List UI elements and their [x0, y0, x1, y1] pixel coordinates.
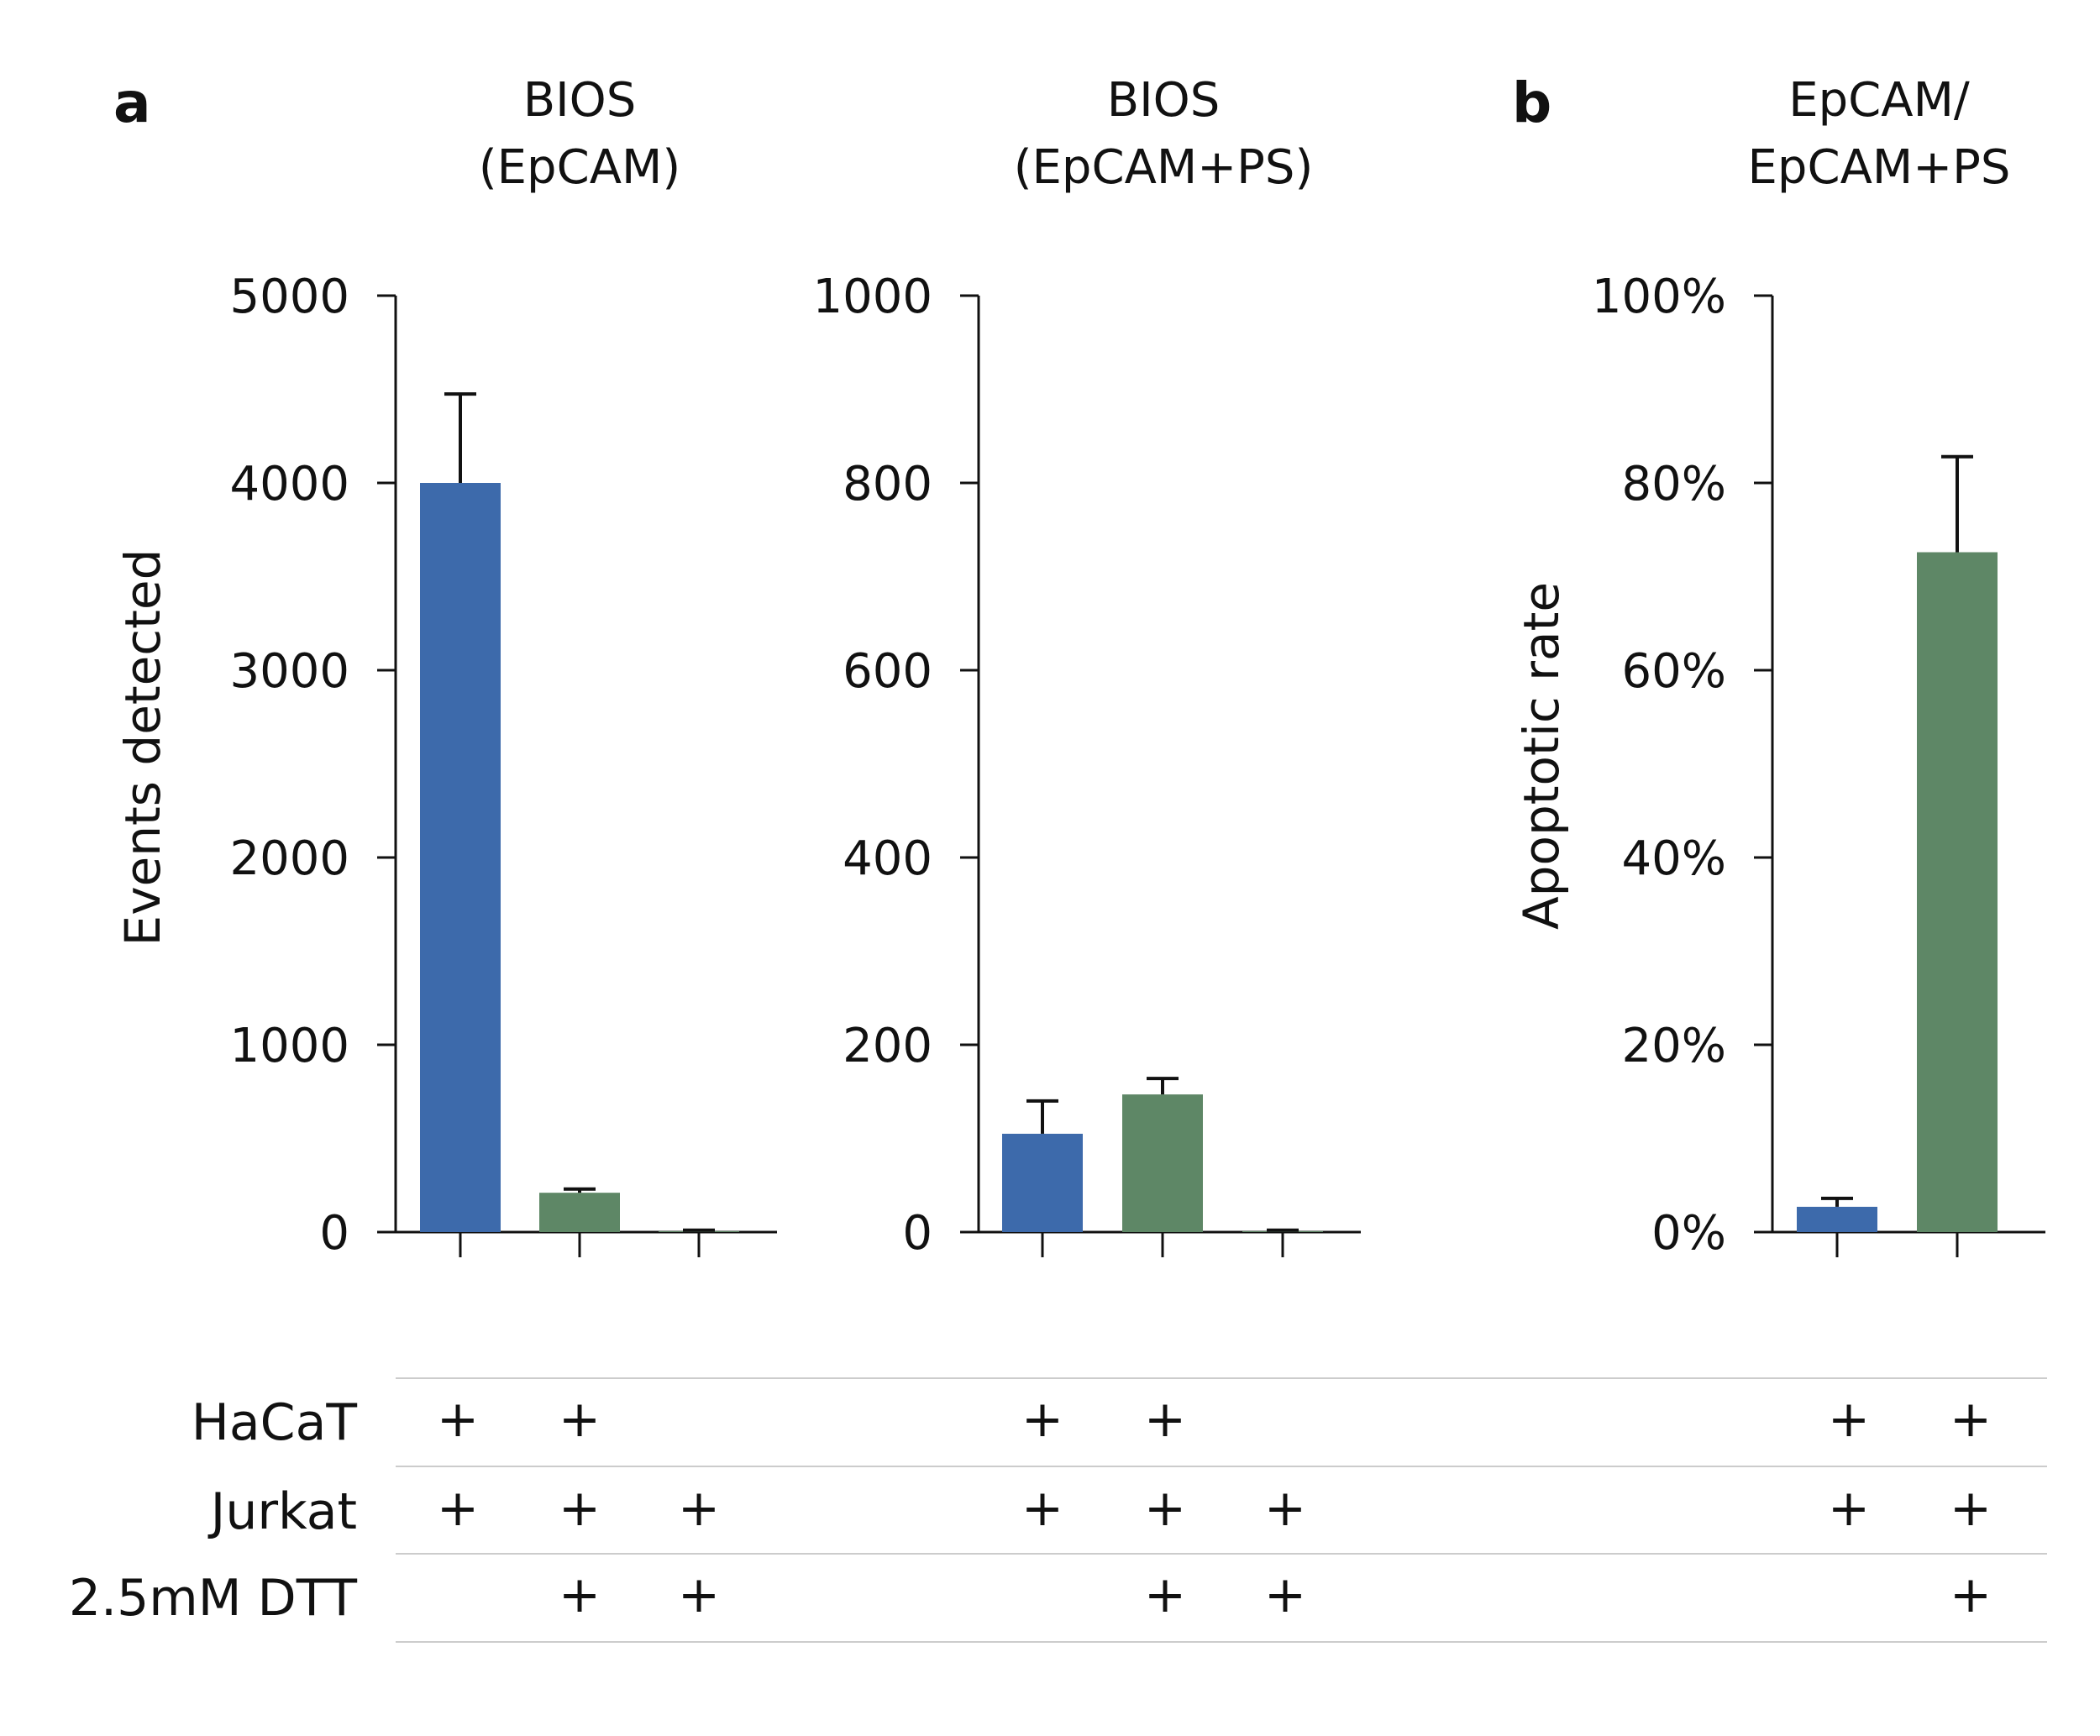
condition-plus: +: [1264, 1479, 1306, 1538]
y-tick-label: 20%: [1622, 1019, 1726, 1073]
condition-plus: +: [1021, 1390, 1063, 1449]
condition-table: HaCaT Jurkat 2.5mM DTT + + + + + + + + + + + + + + + + + + +: [69, 1377, 2047, 1643]
condition-plus: +: [1144, 1566, 1186, 1624]
panel-label-b: b: [1512, 71, 1551, 135]
condition-plus: +: [437, 1390, 479, 1449]
bar: [1122, 1094, 1203, 1232]
condition-plus: +: [1950, 1479, 1992, 1538]
y-tick-label: 800: [843, 457, 932, 511]
condition-plus: +: [1950, 1390, 1992, 1449]
chart-title-line: BIOS: [523, 73, 637, 128]
y-tick-label: 3000: [229, 644, 349, 699]
condition-plus: +: [678, 1566, 720, 1624]
bar: [1917, 552, 1998, 1232]
condition-plus: +: [559, 1566, 601, 1624]
charts: BIOS(EpCAM)Events detected01000200030004…: [114, 73, 2045, 1261]
chart-title-line: (EpCAM+PS): [1014, 140, 1314, 195]
y-tick-label: 5000: [229, 270, 349, 324]
y-tick-label: 200: [843, 1019, 932, 1073]
condition-plus: +: [678, 1479, 720, 1538]
y-tick-label: 100%: [1592, 270, 1726, 324]
y-tick-label: 4000: [229, 457, 349, 511]
chart-title-line: EpCAM/: [1788, 73, 1970, 128]
condition-plus: +: [1021, 1479, 1063, 1538]
y-tick-label: 0: [319, 1206, 349, 1261]
y-tick-label: 40%: [1622, 831, 1726, 886]
condition-plus: +: [1950, 1566, 1992, 1624]
y-tick-label: 80%: [1622, 457, 1726, 511]
condition-plus: +: [1264, 1566, 1306, 1624]
bar: [420, 483, 501, 1232]
y-tick-label: 1000: [812, 270, 932, 324]
condition-plus: +: [1828, 1390, 1870, 1449]
condition-plus: +: [1144, 1479, 1186, 1538]
bar: [539, 1193, 620, 1232]
chart-title-line: EpCAM+PS: [1748, 140, 2011, 195]
y-tick-label: 1000: [229, 1019, 349, 1073]
y-tick-label: 2000: [229, 831, 349, 886]
chart-3: EpCAM/EpCAM+PS Apoptotic rate 0% 20% 40% 60% 8…: [1513, 73, 2045, 1261]
y-tick-label: 600: [843, 644, 932, 699]
bar: [1002, 1133, 1083, 1232]
y-tick-label: 0: [902, 1206, 932, 1261]
bar: [1797, 1206, 1877, 1232]
y-axis-label: Events detected: [114, 549, 171, 947]
condition-plus: +: [559, 1390, 601, 1449]
condition-row-label: HaCaT: [192, 1393, 358, 1452]
y-axis-label: Apoptotic rate: [1513, 582, 1570, 930]
chart-title-line: (EpCAM): [479, 140, 680, 195]
y-tick-label: 60%: [1622, 644, 1726, 699]
condition-plus: +: [1144, 1390, 1186, 1449]
condition-plus: +: [559, 1479, 601, 1538]
y-tick-label: 400: [843, 831, 932, 886]
panel-label-a: a: [113, 71, 151, 135]
condition-row-label: 2.5mM DTT: [69, 1569, 358, 1628]
condition-row-label: Jurkat: [207, 1482, 357, 1541]
chart-title-line: BIOS: [1107, 73, 1221, 128]
condition-plus: +: [437, 1479, 479, 1538]
chart-1: BIOS (EpCAM) Events detected 0 1000 2000 3000 4…: [114, 73, 777, 1261]
y-tick-label: 0%: [1651, 1206, 1726, 1261]
chart-2: BIOS (EpCAM+PS) 0 200 400 600 800 1000: [812, 73, 1361, 1261]
condition-plus: +: [1828, 1479, 1870, 1538]
